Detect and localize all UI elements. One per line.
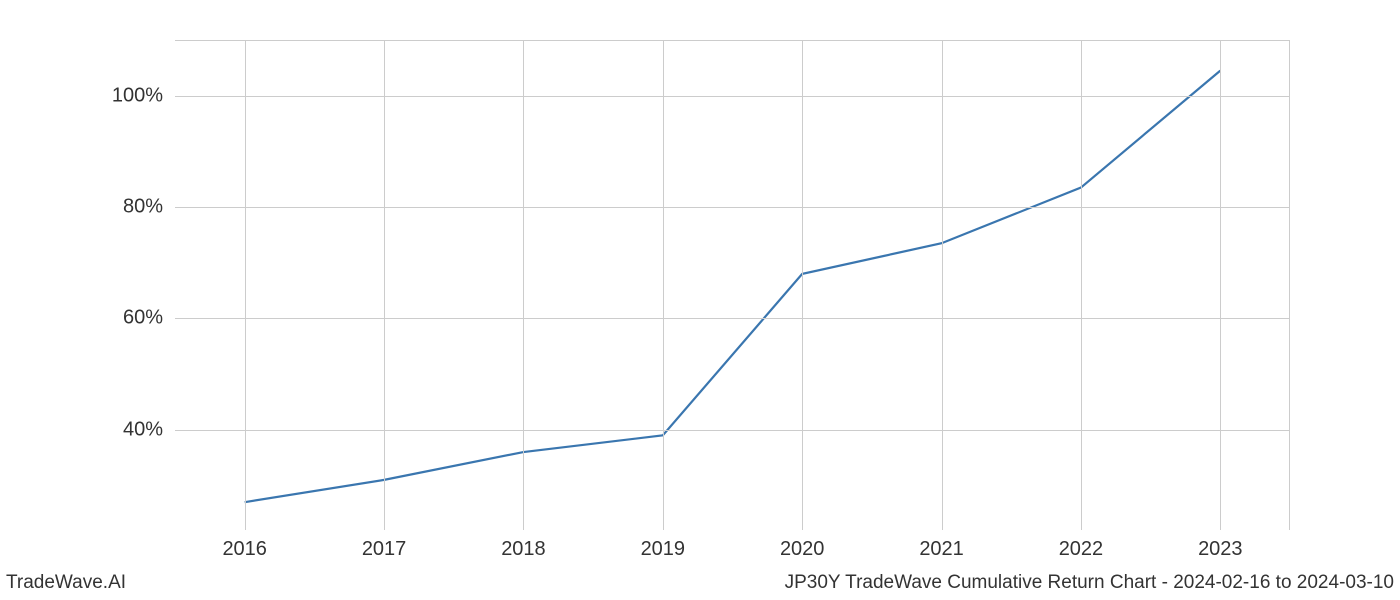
grid-line-horizontal xyxy=(175,430,1290,431)
x-axis-tick-label: 2020 xyxy=(780,538,825,561)
y-axis-tick-label: 80% xyxy=(123,196,163,219)
grid-line-vertical xyxy=(523,40,524,530)
x-axis-tick-label: 2017 xyxy=(362,538,407,561)
grid-line-vertical xyxy=(1220,40,1221,530)
footer-left-label: TradeWave.AI xyxy=(6,572,126,594)
chart-plot-area: 2016201720182019202020212022202340%60%80… xyxy=(175,40,1290,530)
y-axis-tick-label: 40% xyxy=(123,418,163,441)
grid-line-vertical xyxy=(942,40,943,530)
grid-line-vertical xyxy=(663,40,664,530)
grid-line-horizontal xyxy=(175,318,1290,319)
grid-line-horizontal xyxy=(175,96,1290,97)
grid-line-horizontal xyxy=(175,207,1290,208)
x-axis-tick-label: 2023 xyxy=(1198,538,1243,561)
x-axis-tick-label: 2016 xyxy=(222,538,267,561)
grid-line-vertical xyxy=(245,40,246,530)
grid-line-vertical xyxy=(1081,40,1082,530)
footer-right-label: JP30Y TradeWave Cumulative Return Chart … xyxy=(785,572,1394,594)
grid-line-vertical xyxy=(384,40,385,530)
x-axis-tick-label: 2021 xyxy=(919,538,964,561)
grid-line-vertical xyxy=(802,40,803,530)
x-axis-tick-label: 2018 xyxy=(501,538,546,561)
data-line xyxy=(245,71,1221,503)
x-axis-tick-label: 2022 xyxy=(1059,538,1104,561)
x-axis-tick-label: 2019 xyxy=(641,538,686,561)
y-axis-tick-label: 100% xyxy=(112,84,163,107)
line-series xyxy=(175,40,1290,530)
y-axis-tick-label: 60% xyxy=(123,307,163,330)
